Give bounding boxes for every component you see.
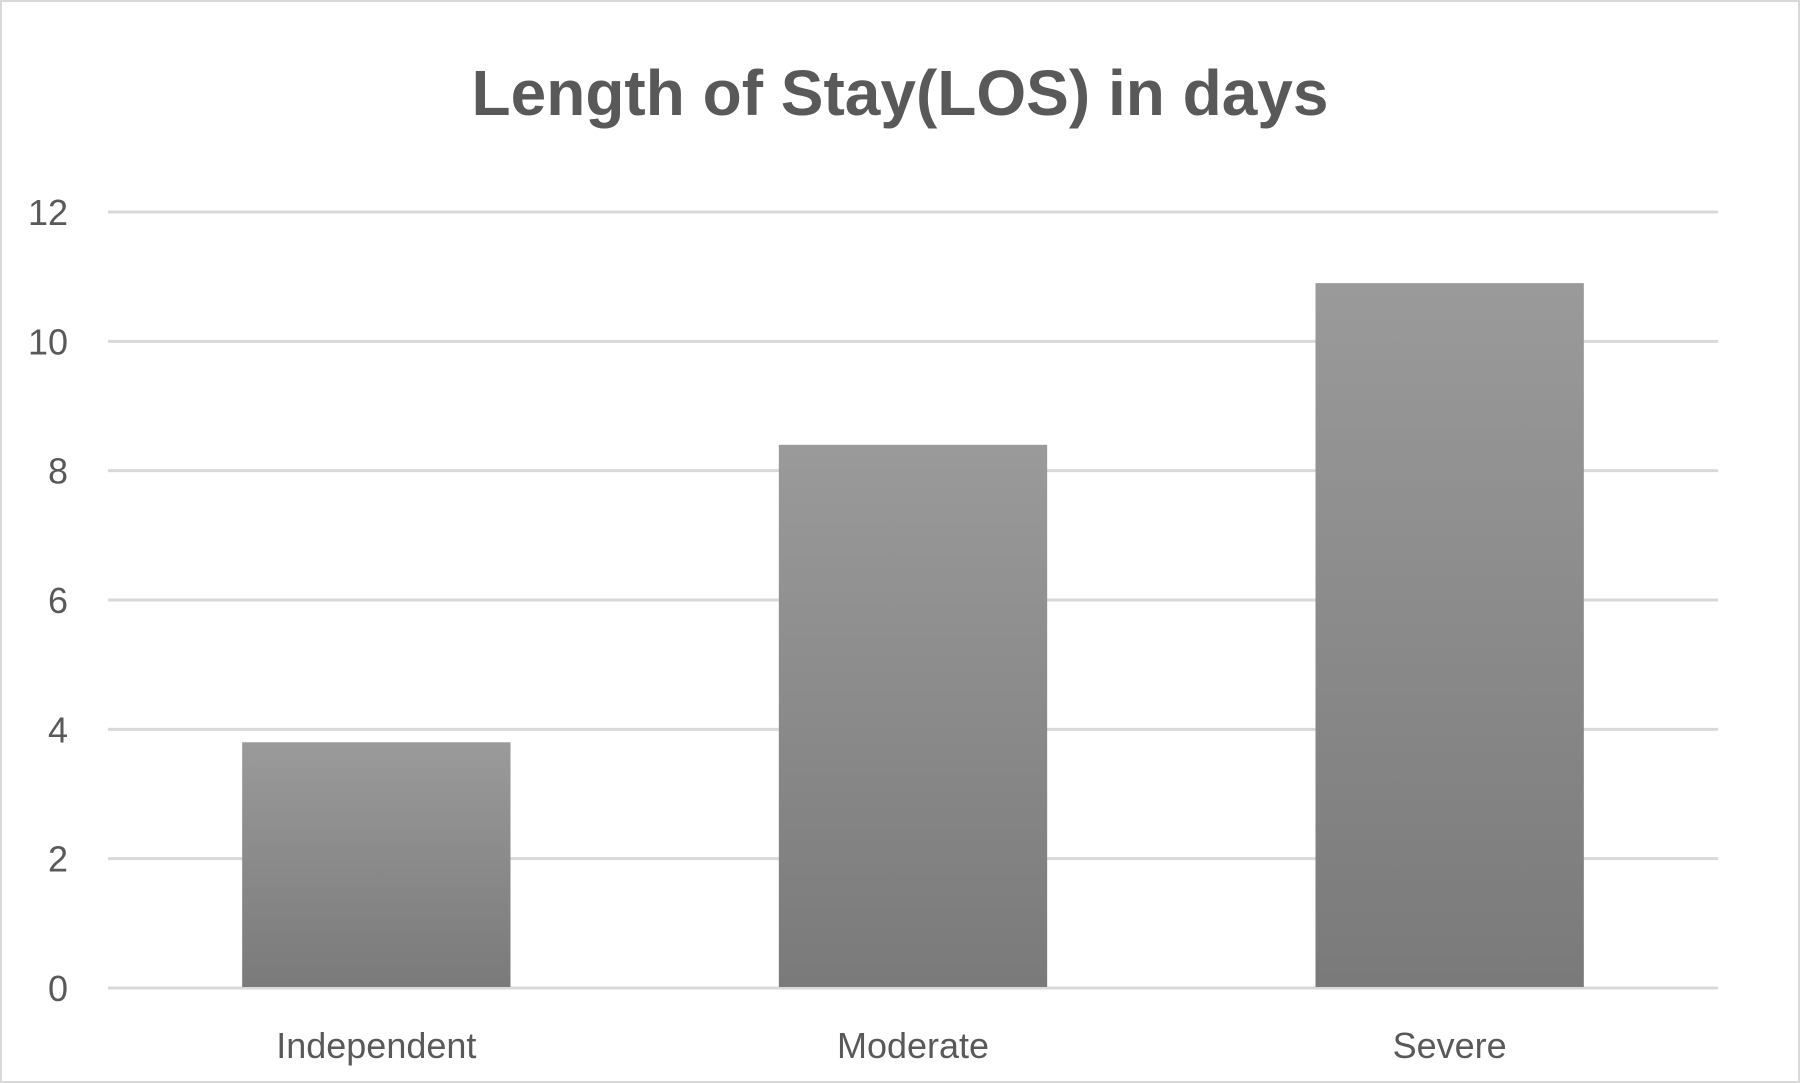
y-tick-label: 10 <box>28 321 68 362</box>
x-tick-label-moderate: Moderate <box>837 1025 989 1066</box>
bars <box>242 283 1584 988</box>
y-tick-label: 4 <box>48 709 68 750</box>
x-axis-tick-labels: Independent Moderate Severe <box>276 1025 1506 1066</box>
y-tick-label: 2 <box>48 839 68 880</box>
y-axis-tick-labels: 0 2 4 6 8 10 12 <box>28 192 68 1009</box>
x-tick-label-severe: Severe <box>1393 1025 1507 1066</box>
bar-independent <box>242 742 511 987</box>
x-tick-label-independent: Independent <box>276 1025 476 1066</box>
y-tick-label: 8 <box>48 451 68 492</box>
bar-severe <box>1315 283 1584 988</box>
chart-title: Length of Stay(LOS) in days <box>472 57 1329 129</box>
y-tick-label: 0 <box>48 968 68 1009</box>
y-tick-label: 12 <box>28 192 68 233</box>
bar-moderate <box>778 444 1048 987</box>
y-tick-label: 6 <box>48 580 68 621</box>
